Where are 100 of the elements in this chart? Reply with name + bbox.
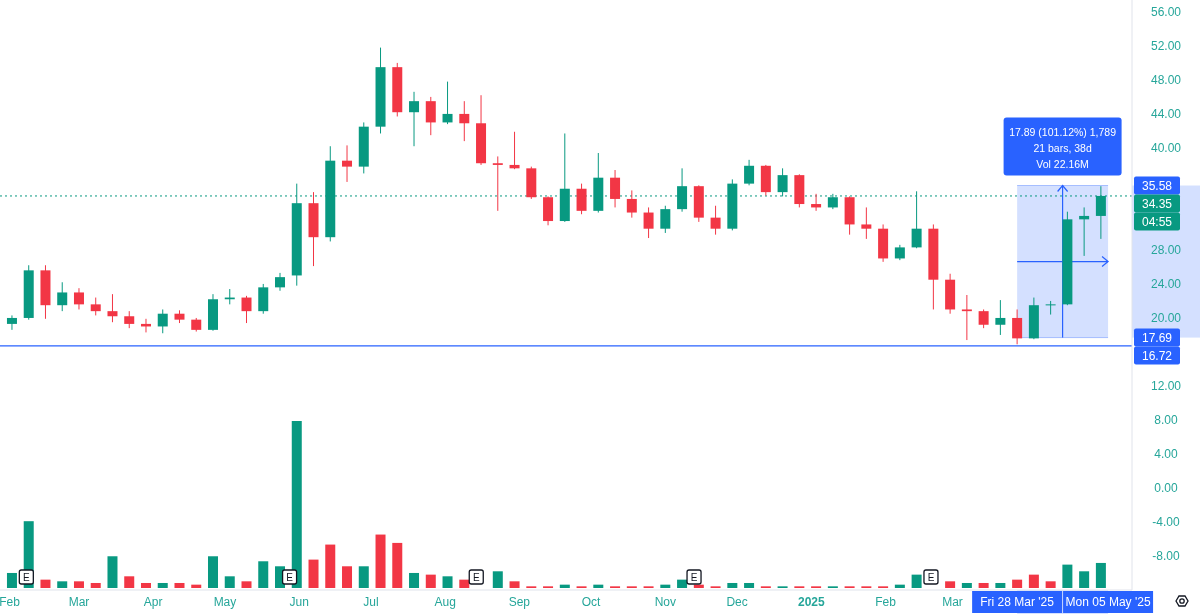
bar xyxy=(727,582,738,588)
y-tick-label: 20.00 xyxy=(1150,310,1182,325)
bar xyxy=(375,534,386,588)
candlestick xyxy=(107,293,118,323)
x-tick-label: 2025 xyxy=(797,595,825,609)
bar xyxy=(995,582,1006,588)
text: Fri 28 Mar '25 xyxy=(980,595,1055,609)
bar xyxy=(174,582,185,588)
y-tick-label: -4.00 xyxy=(1152,514,1180,529)
y-tick-label: 0.00 xyxy=(1154,480,1178,495)
bar xyxy=(425,574,436,588)
y-tick-label: 44.00 xyxy=(1150,106,1182,121)
ref-line-label: 34.35 xyxy=(1141,197,1173,211)
bar xyxy=(308,559,319,588)
candlestick xyxy=(459,100,470,142)
candlestick xyxy=(73,287,84,310)
candlestick xyxy=(643,206,654,239)
candlestick xyxy=(961,294,972,341)
bar xyxy=(1062,564,1073,588)
candlestick xyxy=(241,295,252,324)
bar xyxy=(693,584,704,588)
bar xyxy=(509,581,520,588)
x-tick-label: May xyxy=(213,595,237,609)
bar xyxy=(559,584,570,588)
candlestick xyxy=(342,144,353,183)
y-tick-label: 56.00 xyxy=(1150,4,1182,19)
bar xyxy=(660,584,671,588)
x-tick-label: Oct xyxy=(581,595,602,609)
bar xyxy=(442,576,453,588)
annotation: E xyxy=(472,572,480,583)
candlestick xyxy=(710,205,721,236)
text: 04:55 xyxy=(1141,215,1173,229)
bar xyxy=(124,576,135,588)
candlestick xyxy=(1012,308,1023,345)
annotation: E xyxy=(690,572,698,583)
bar xyxy=(241,581,252,588)
candlestick xyxy=(6,314,17,331)
x-tick-label: Feb xyxy=(875,595,897,609)
bar xyxy=(392,542,403,588)
annotation: E xyxy=(286,572,294,583)
bar xyxy=(358,566,369,588)
candlestick xyxy=(978,308,989,329)
bar xyxy=(140,582,151,588)
candlestick xyxy=(660,205,671,234)
candlestick xyxy=(157,308,168,334)
candlestick xyxy=(258,283,269,315)
candlestick xyxy=(409,91,420,147)
bar xyxy=(593,584,604,588)
annotation: 17.89 (101.12%) 1,789 xyxy=(1009,125,1117,138)
bar xyxy=(945,581,956,588)
x-tick-label: Mar xyxy=(68,595,90,609)
bar xyxy=(1045,581,1056,588)
candlestick xyxy=(626,189,637,219)
x-tick-label: Feb xyxy=(0,595,21,609)
bar xyxy=(258,561,269,588)
bar xyxy=(409,572,420,588)
annotation: Vol 22.16M xyxy=(1036,157,1089,170)
ref-line-label: 17.69 xyxy=(1141,331,1173,346)
y-tick-label: 24.00 xyxy=(1150,276,1182,291)
legend-label: 16.72 xyxy=(1141,349,1173,364)
bar xyxy=(157,582,168,588)
x-tick-label: Mar xyxy=(942,595,963,609)
y-tick-label: -8.00 xyxy=(1152,549,1180,563)
annotation: 21 bars, 38d xyxy=(1033,141,1092,154)
y-tick-label: 48.00 xyxy=(1150,72,1182,87)
bar xyxy=(744,582,755,588)
candlestick xyxy=(57,281,68,312)
y-tick-label: 52.00 xyxy=(1150,38,1182,53)
bar xyxy=(342,566,353,588)
bar xyxy=(191,584,202,588)
candlestick xyxy=(543,195,554,226)
bar xyxy=(40,579,51,588)
bar xyxy=(90,582,101,588)
bar xyxy=(224,576,235,588)
bar xyxy=(325,544,336,588)
y-tick-label: 40.00 xyxy=(1150,140,1182,155)
ref-line-label: 35.58 xyxy=(1141,179,1173,193)
bar xyxy=(894,584,905,588)
x-tick-label: Jun xyxy=(289,595,309,609)
candlestick xyxy=(425,96,436,136)
x-tick-label: Jul xyxy=(363,595,379,609)
x-tick-label: Aug xyxy=(434,595,456,609)
candlestick xyxy=(1045,300,1056,316)
text: Mon 05 May '25 xyxy=(1065,595,1151,609)
bar xyxy=(208,556,218,588)
bar xyxy=(1079,571,1090,588)
bar xyxy=(492,571,503,588)
x-tick-label: Dec xyxy=(726,595,748,609)
bar xyxy=(57,581,68,588)
y-tick-label: 8.00 xyxy=(1154,412,1178,427)
bar xyxy=(73,581,84,588)
candlestick xyxy=(744,159,755,186)
candlestick xyxy=(610,169,621,208)
candlestick xyxy=(861,206,872,240)
bar xyxy=(961,582,972,588)
y-tick-label: 4.00 xyxy=(1154,446,1178,461)
x-tick-label: Nov xyxy=(654,595,676,609)
candlestick xyxy=(576,183,587,215)
bar xyxy=(1095,562,1106,588)
bar xyxy=(1028,574,1039,588)
